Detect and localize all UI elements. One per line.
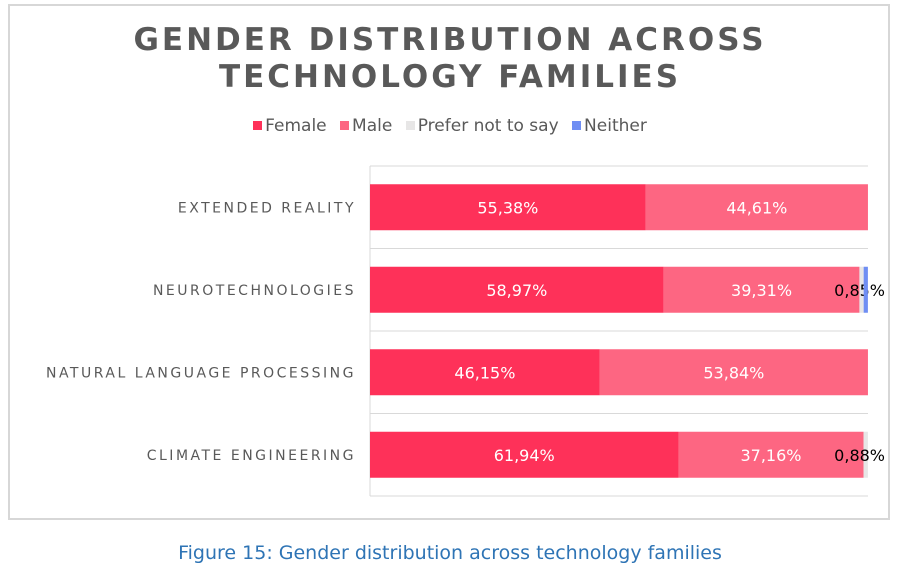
data-label-prefer-not-to-say-neurotechnologies: 0,85% xyxy=(834,281,885,300)
data-label-prefer-not-to-say-climate-engineering: 0,88% xyxy=(834,446,885,465)
plot-area: EXTENDED REALITY 55,38% 44,61% NEUROTECHNOL… xyxy=(46,165,885,497)
category-label-neurotechnologies: NEUROTECHNOLOGIES xyxy=(153,283,356,299)
bar-prefer-not-to-say-climate-engineering xyxy=(863,431,868,478)
legend-swatch-prefer-not-to-say xyxy=(405,121,415,130)
bar-female-climate-engineering xyxy=(370,431,679,478)
data-label-female-climate-engineering: 61,94% xyxy=(494,446,555,465)
legend-item-neither: Neither xyxy=(572,116,647,136)
chart-title: GENDER DISTRIBUTION ACROSS TECHNOLOGY FA… xyxy=(0,22,900,96)
data-label-female-extended-reality: 55,38% xyxy=(477,198,538,217)
bar-male-climate-engineering xyxy=(678,431,864,478)
data-label-male-neurotechnologies: 39,31% xyxy=(731,281,792,300)
legend-label-female: Female xyxy=(265,116,327,136)
data-label-male-natural-language-processing: 53,84% xyxy=(703,363,764,382)
legend-item-female: Female xyxy=(253,116,327,136)
bar-prefer-not-to-say-neurotechnologies xyxy=(859,266,864,313)
category-label-natural-language-processing: NATURAL LANGUAGE PROCESSING xyxy=(46,365,356,381)
legend-label-male: Male xyxy=(352,116,393,136)
category-label-climate-engineering: CLIMATE ENGINEERING xyxy=(147,448,356,464)
figure-caption: Figure 15: Gender distribution across te… xyxy=(178,542,722,564)
legend-label-neither: Neither xyxy=(584,116,647,136)
data-label-female-natural-language-processing: 46,15% xyxy=(454,363,515,382)
chart-title-line-1: GENDER DISTRIBUTION ACROSS xyxy=(133,22,767,58)
chart-title-line-2: TECHNOLOGY FAMILIES xyxy=(218,59,682,95)
bar-neither-neurotechnologies xyxy=(863,266,868,313)
bar-male-neurotechnologies xyxy=(663,266,860,313)
bar-female-natural-language-processing xyxy=(370,349,600,396)
legend-swatch-neither xyxy=(572,121,582,130)
bar-female-extended-reality xyxy=(370,184,646,231)
bar-male-extended-reality xyxy=(645,184,868,231)
legend-item-prefer-not-to-say: Prefer not to say xyxy=(405,116,559,136)
data-label-male-extended-reality: 44,61% xyxy=(726,198,787,217)
legend-item-male: Male xyxy=(340,116,392,136)
bar-female-neurotechnologies xyxy=(370,266,664,313)
legend-label-prefer-not-to-say: Prefer not to say xyxy=(417,116,559,136)
chart-legend: Female Male Prefer not to say Neither xyxy=(0,116,900,136)
data-label-male-climate-engineering: 37,16% xyxy=(740,446,801,465)
category-label-extended-reality: EXTENDED REALITY xyxy=(178,200,356,216)
bar-male-natural-language-processing xyxy=(599,349,868,396)
data-label-female-neurotechnologies: 58,97% xyxy=(486,281,547,300)
legend-swatch-female xyxy=(253,121,263,130)
legend-swatch-male xyxy=(340,121,350,130)
